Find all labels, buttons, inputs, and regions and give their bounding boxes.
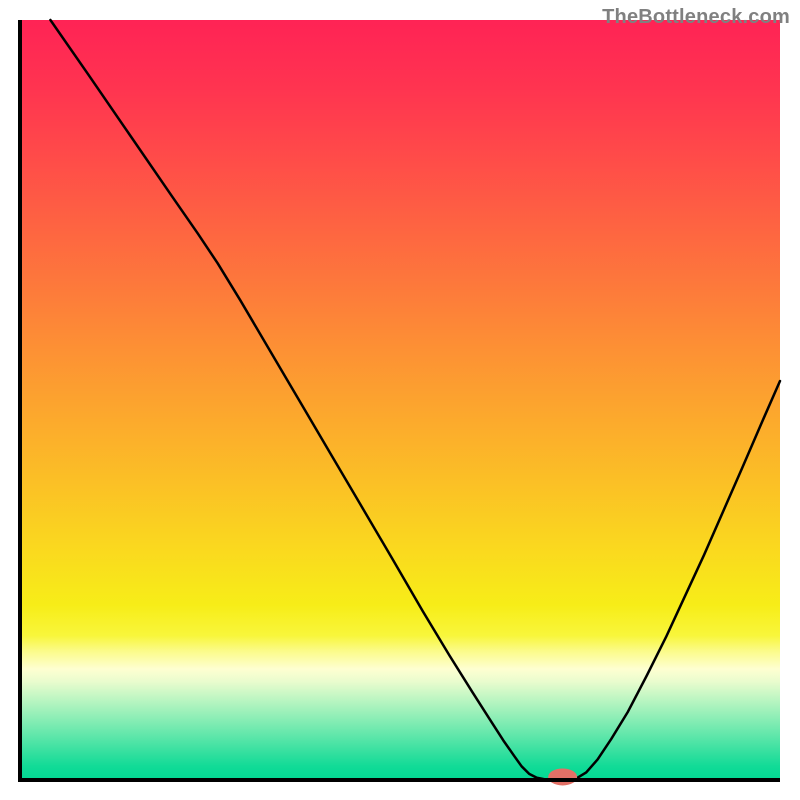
optimum-marker	[549, 769, 577, 785]
chart-svg	[0, 0, 800, 800]
bottleneck-chart: TheBottleneck.com	[0, 0, 800, 800]
watermark-text: TheBottleneck.com	[602, 6, 790, 29]
plot-background	[20, 20, 780, 780]
